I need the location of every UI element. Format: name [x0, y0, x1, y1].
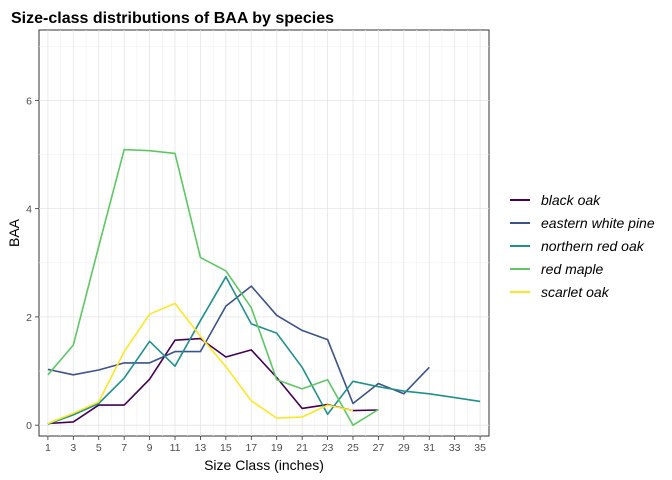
series-line-scarlet-oak: [47, 302, 354, 425]
x-tick-label: 11: [170, 442, 181, 454]
y-tick-label: 2: [26, 312, 32, 324]
legend-label-scarlet-oak: scarlet oak: [541, 284, 610, 300]
legend: black oak eastern white pine northern red …: [510, 192, 655, 300]
y-tick-label: 0: [26, 420, 32, 432]
x-tick-label: 35: [474, 442, 486, 454]
chart-title: Size-class distributions of BAA by speci…: [11, 10, 334, 27]
x-tick-label: 9: [147, 442, 153, 454]
x-tick-label: 19: [271, 442, 283, 454]
y-tick-label: 4: [26, 204, 32, 216]
x-tick-label: 13: [195, 442, 207, 454]
grid-minor: [39, 30, 489, 436]
y-axis-ticks: 0 2 4 6: [26, 95, 39, 432]
x-axis-ticks: 1 3 5 7 9 11 13 15 17 19 21 23 25 27 29 31 33 35: [45, 436, 486, 454]
x-axis-title: Size Class (inches): [204, 457, 324, 473]
x-tick-label: 29: [398, 442, 410, 454]
grid-major: [39, 30, 489, 436]
legend-label-black-oak: black oak: [541, 192, 601, 208]
x-tick-label: 7: [121, 442, 127, 454]
x-tick-label: 31: [423, 442, 435, 454]
series-line-eastern-white-pine: [47, 285, 430, 405]
x-tick-label: 27: [373, 442, 385, 454]
y-axis-title: BAA: [6, 218, 22, 247]
x-tick-label: 23: [322, 442, 334, 454]
x-tick-label: 1: [45, 442, 51, 454]
series-line-northern-red-oak: [47, 275, 481, 425]
x-tick-label: 5: [96, 442, 102, 454]
series-lines: [47, 148, 481, 427]
y-tick-label: 6: [26, 95, 32, 107]
x-tick-label: 21: [296, 442, 308, 454]
series-line-red-maple: [47, 148, 379, 427]
x-tick-label: 17: [245, 442, 257, 454]
legend-label-northern-red-oak: northern red oak: [541, 238, 645, 254]
x-tick-label: 15: [220, 442, 232, 454]
legend-label-eastern-white-pine: eastern white pine: [541, 215, 655, 231]
x-tick-label: 3: [70, 442, 76, 454]
x-tick-label: 33: [449, 442, 461, 454]
x-tick-label: 25: [347, 442, 359, 454]
legend-label-red-maple: red maple: [541, 261, 603, 277]
